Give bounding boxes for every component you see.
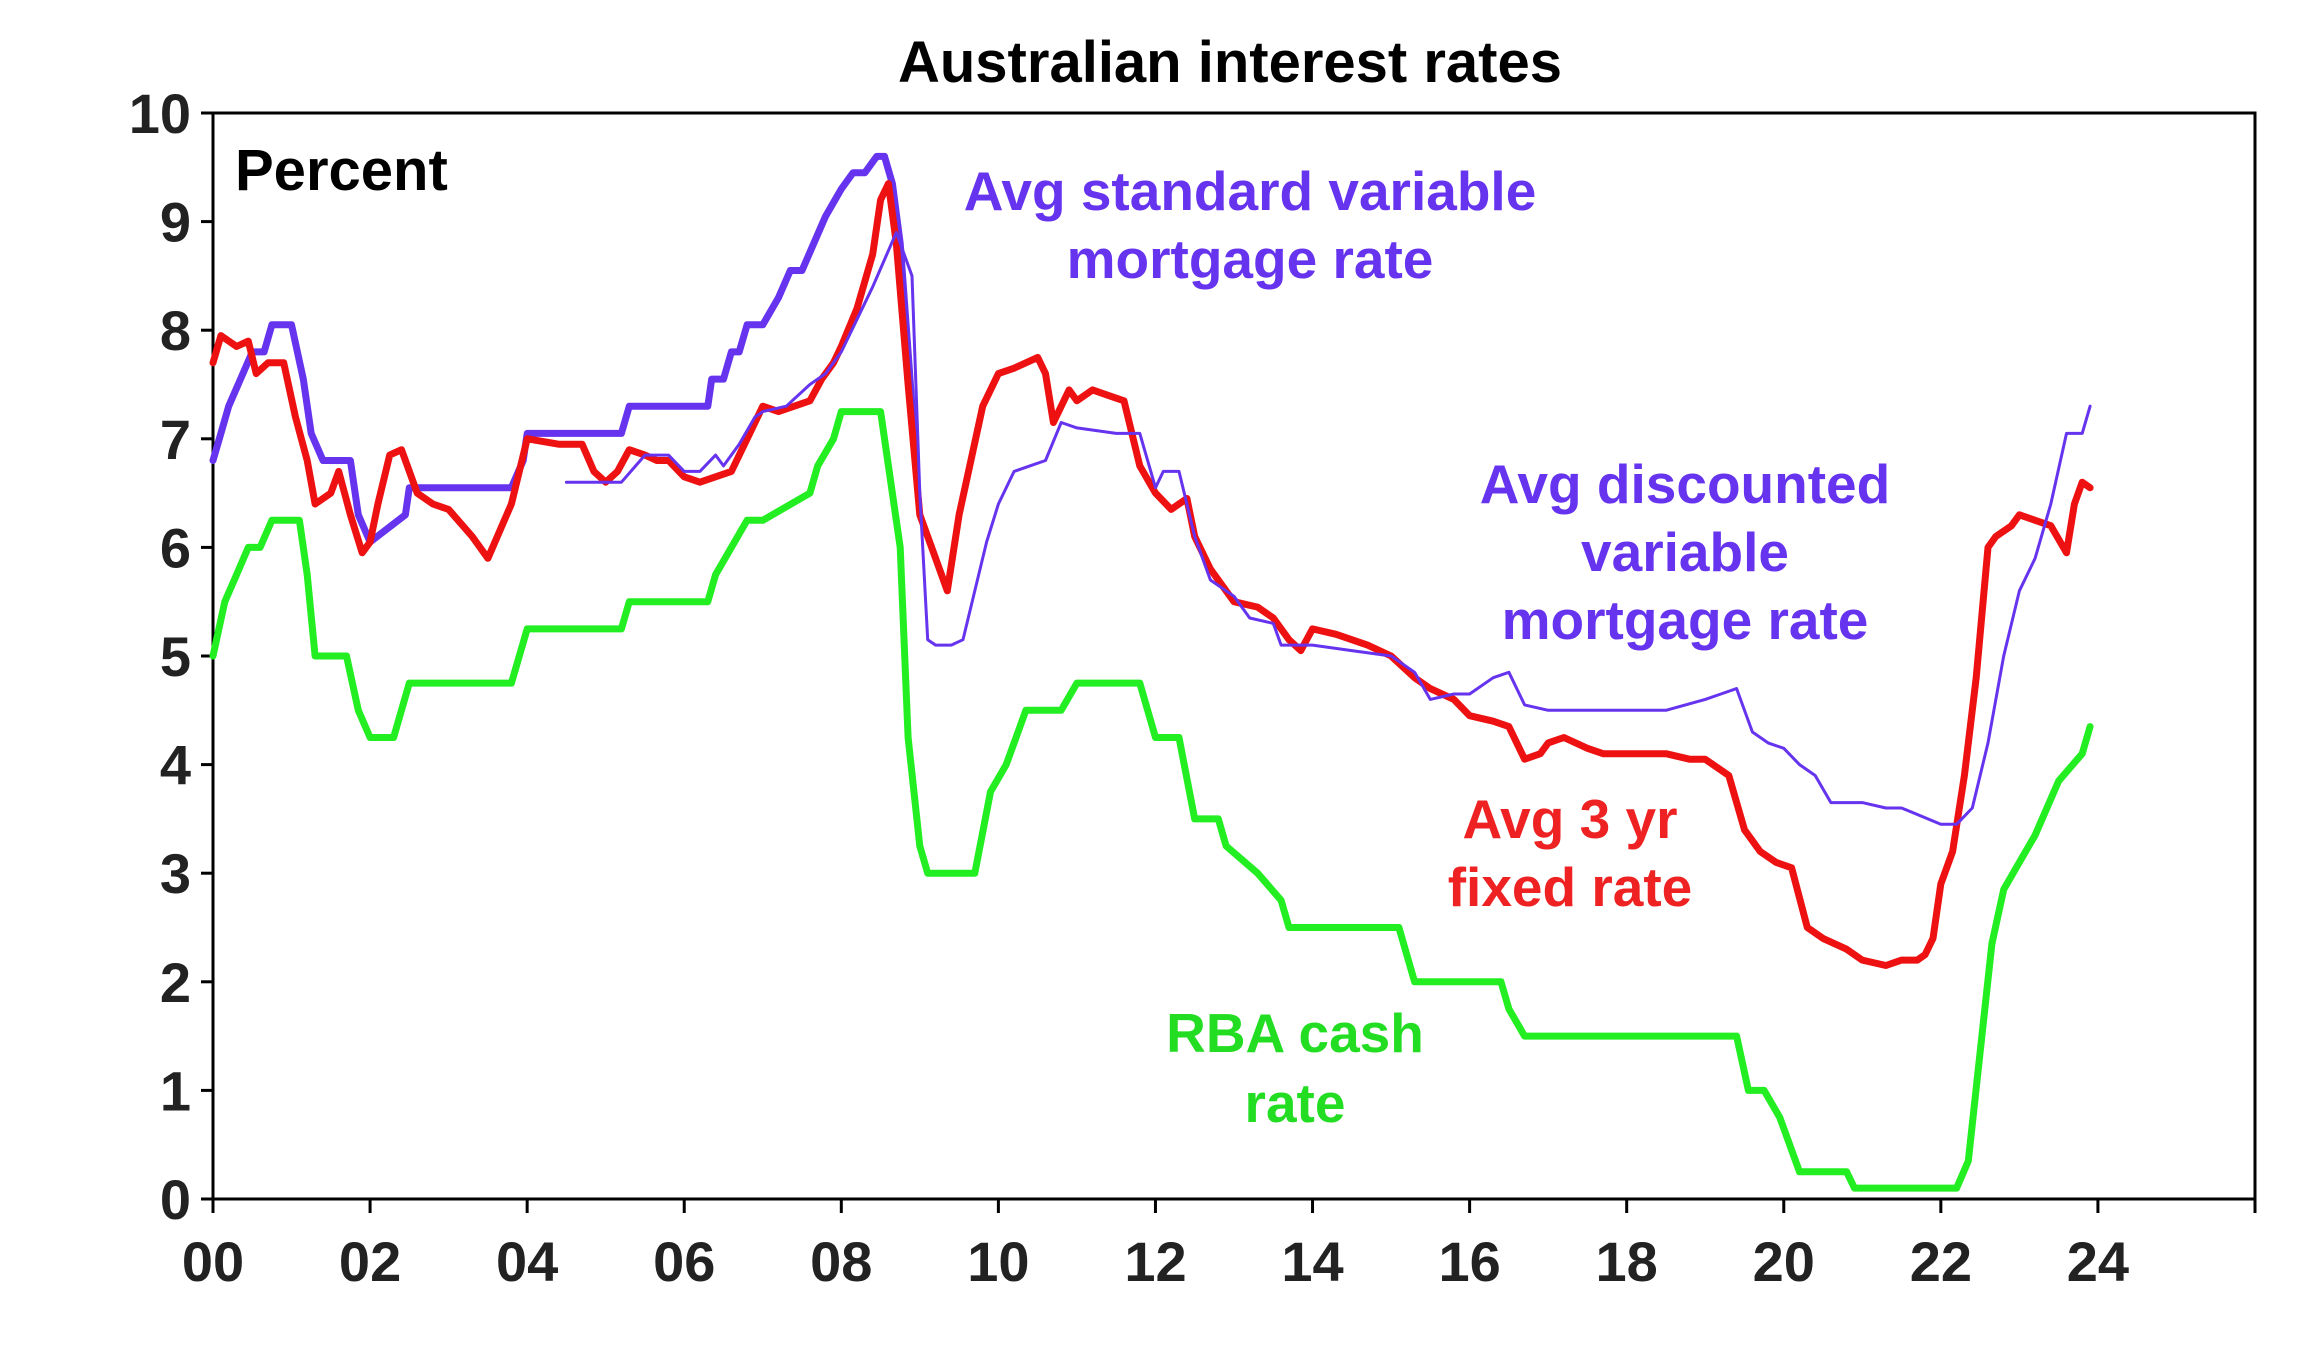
- x-tick-label: 24: [2067, 1230, 2129, 1293]
- x-tick-label: 20: [1753, 1230, 1815, 1293]
- y-tick-label: 2: [160, 951, 191, 1014]
- x-tick-label: 00: [182, 1230, 244, 1293]
- x-tick-label: 14: [1281, 1230, 1343, 1293]
- x-tick-label: 22: [1910, 1230, 1972, 1293]
- y-tick-label: 0: [160, 1168, 191, 1231]
- discounted-variable-label-line: variable: [1581, 521, 1789, 583]
- standard-variable-line: [209, 152, 920, 546]
- standard-variable-label: Avg standard variable mortgage rate: [964, 160, 1537, 290]
- cash-rate-label-line: RBA cash: [1166, 1002, 1424, 1064]
- cash-rate-label: RBA cash rate: [1166, 1002, 1424, 1134]
- y-tick-label: 3: [160, 842, 191, 905]
- fixed-3yr-label-line: Avg 3 yr: [1462, 788, 1677, 850]
- series-layer: [209, 152, 2094, 1192]
- y-tick-label: 4: [160, 734, 191, 797]
- y-tick-label: 8: [160, 299, 191, 362]
- x-axis: 00 02 04 06 08 10 12 14 16 18 20 22 24: [182, 1199, 2257, 1293]
- standard-variable-label-line: Avg standard variable: [964, 160, 1537, 222]
- discounted-variable-label: Avg discounted variable mortgage rate: [1480, 453, 1891, 651]
- discounted-variable-label-line: mortgage rate: [1502, 589, 1869, 651]
- chart-title: Australian interest rates: [898, 30, 1562, 95]
- discounted-variable-line: [564, 231, 2092, 826]
- cash-rate-label-line: rate: [1245, 1072, 1346, 1134]
- cash-rate-line: [209, 408, 2094, 1192]
- y-tick-label: 10: [129, 82, 191, 145]
- unit-label: Percent: [235, 138, 448, 203]
- y-tick-label: 6: [160, 516, 191, 579]
- fixed-3yr-label: Avg 3 yr fixed rate: [1448, 788, 1693, 918]
- fixed-3yr-line: [209, 180, 2094, 969]
- x-tick-label: 16: [1438, 1230, 1500, 1293]
- y-tick-label: 5: [160, 625, 191, 688]
- x-tick-label: 10: [967, 1230, 1029, 1293]
- y-tick-label: 7: [160, 408, 191, 471]
- x-tick-label: 12: [1124, 1230, 1186, 1293]
- x-tick-label: 04: [496, 1230, 558, 1293]
- y-axis: 0 1 2 3 4 5 6 7 8 9 10: [129, 82, 213, 1231]
- x-tick-label: 06: [653, 1230, 715, 1293]
- standard-variable-label-line: mortgage rate: [1067, 228, 1434, 290]
- x-tick-label: 02: [339, 1230, 401, 1293]
- y-tick-label: 1: [160, 1059, 191, 1122]
- fixed-3yr-label-line: fixed rate: [1448, 856, 1693, 918]
- discounted-variable-label-line: Avg discounted: [1480, 453, 1891, 515]
- x-tick-label: 18: [1596, 1230, 1658, 1293]
- y-tick-label: 9: [160, 191, 191, 254]
- x-tick-label: 08: [810, 1230, 872, 1293]
